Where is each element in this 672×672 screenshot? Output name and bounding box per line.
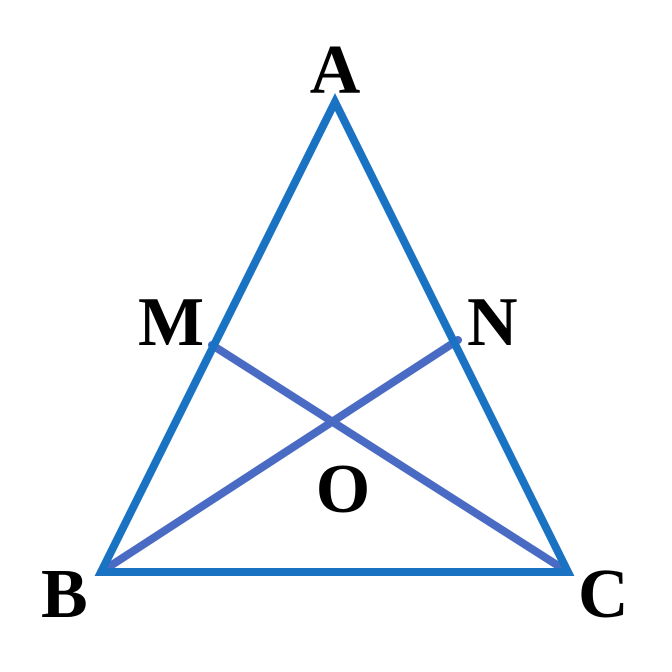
label-N: N xyxy=(467,284,518,361)
triangle-ABC xyxy=(94,93,575,576)
label-M: M xyxy=(138,284,204,361)
segment-CM xyxy=(208,341,572,576)
label-B: B xyxy=(41,556,88,633)
label-O: O xyxy=(316,451,370,528)
segment-BN xyxy=(97,336,462,576)
label-A: A xyxy=(310,32,361,109)
label-C: C xyxy=(578,556,629,633)
